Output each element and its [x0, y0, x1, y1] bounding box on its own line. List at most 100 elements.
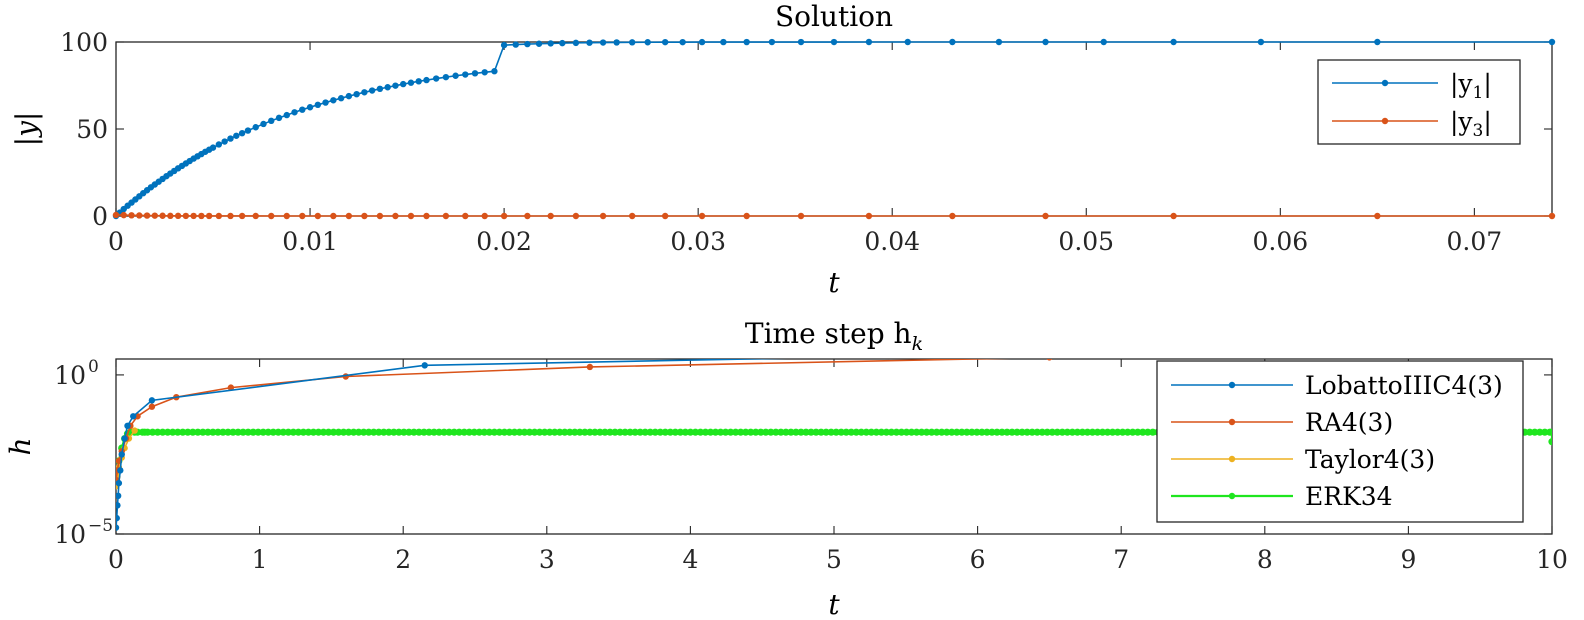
timestep-erk34-dense-point: [1068, 428, 1076, 436]
timestep-erk34-dense-point: [636, 428, 644, 436]
timestep-erk34-dense-point: [862, 428, 870, 436]
timestep-erk34-dense-point: [390, 428, 398, 436]
solution-data-point: [524, 40, 531, 48]
timestep-erk34-dense-point: [807, 428, 815, 436]
solution-data-point: [345, 92, 353, 100]
solution-data-point: [559, 39, 566, 47]
timestep-y-tick-base: 10: [54, 520, 86, 549]
timestep-data-point: [124, 422, 131, 430]
timestep-erk34-dense-point: [958, 428, 966, 436]
solution-data-point: [120, 211, 127, 219]
timestep-erk34-dense-point: [269, 428, 277, 436]
timestep-erk34-dense-point: [1531, 428, 1539, 436]
solution-data-point: [462, 71, 469, 78]
timestep-legend-label: ERK34: [1305, 482, 1393, 511]
timestep-data-point: [1549, 340, 1555, 346]
solution-data-point: [1548, 38, 1556, 46]
solution-data-point: [481, 69, 488, 76]
solution-x-tick-label: 0.04: [864, 227, 920, 256]
timestep-data-point: [118, 451, 125, 458]
timestep-erk34-dense-point: [892, 428, 901, 436]
timestep-erk34-dense-point: [586, 428, 594, 436]
timestep-data-point: [116, 502, 121, 509]
timestep-erk34-dense-point: [877, 428, 885, 436]
timestep-erk34-dense-point: [289, 428, 297, 436]
timestep-erk34-dense-point: [842, 428, 850, 436]
timestep-series-0: [116, 340, 1555, 531]
timestep-legend-marker: [1228, 492, 1236, 500]
timestep-erk34-dense-point: [721, 428, 730, 436]
timestep-erk34-dense-point: [953, 428, 961, 436]
timestep-erk34-dense-point: [988, 428, 996, 436]
timestep-erk34-dense-point: [1018, 428, 1026, 436]
timestep-erk34-dense-point: [928, 428, 936, 436]
timestep-erk34-dense-point: [143, 428, 152, 436]
timestep-erk34-dense-point: [616, 428, 624, 436]
timestep-erk34-dense-point: [370, 428, 378, 436]
timestep-legend-label: RA4(3): [1305, 408, 1393, 437]
solution-data-point: [244, 127, 252, 134]
solution-data-point: [442, 73, 450, 81]
timestep-erk34-dense-point: [1063, 428, 1071, 436]
solution-data-point: [392, 82, 399, 89]
timestep-erk34-dense-point: [530, 428, 539, 436]
solution-data-point: [252, 212, 259, 220]
solution-data-point: [423, 212, 430, 220]
timestep-legend-marker: [1228, 418, 1236, 426]
timestep-erk34-dense-point: [978, 428, 986, 436]
timestep-erk34-dense-point: [752, 428, 760, 436]
solution-x-tick-label: 0.03: [670, 227, 726, 256]
timestep-erk34-dense-point: [983, 428, 991, 436]
solution-data-point: [268, 117, 275, 125]
timestep-erk34-dense-point: [963, 428, 971, 436]
timestep-erk34-dense-point: [852, 428, 860, 436]
timestep-erk34-dense-point: [360, 428, 368, 436]
timestep-data-point: [586, 363, 594, 371]
timestep-erk34-dense-point: [696, 428, 705, 436]
solution-legend-label-sub: 3: [1473, 121, 1484, 141]
timestep-erk34-dense-point: [405, 428, 413, 436]
timestep-erk34-dense-point: [520, 428, 529, 436]
solution-x-tick-label: 0.06: [1252, 227, 1308, 256]
solution-data-point: [407, 212, 415, 220]
timestep-erk34-dense-point: [1023, 428, 1031, 436]
timestep-erk34-dense-point: [450, 428, 458, 436]
timestep-erk34-dense-point: [329, 428, 338, 436]
timestep-erk34-dense-point: [621, 428, 629, 436]
timestep-data-point: [148, 397, 156, 404]
solution-data-point: [283, 111, 290, 119]
timestep-erk34-dense-point: [209, 428, 217, 436]
timestep-erk34-dense-point: [1103, 428, 1112, 436]
timestep-erk34-dense-point: [204, 428, 212, 436]
timestep-x-tick-label: 7: [1113, 545, 1129, 574]
timestep-erk34-dense-point: [897, 428, 906, 436]
timestep-erk34-dense-point: [646, 428, 654, 436]
timestep-data-point: [116, 479, 123, 487]
solution-data-point: [524, 212, 531, 220]
timestep-erk34-dense-point: [872, 428, 880, 436]
timestep-erk34-dense-point: [505, 428, 514, 436]
solution-legend-label: |y1|: [1450, 69, 1492, 103]
solution-data-point: [1042, 38, 1049, 46]
timestep-x-tick-label: 6: [970, 545, 986, 574]
timestep-erk34-dense-point: [1144, 428, 1152, 436]
solution-data-point: [376, 85, 384, 93]
solution-data-point: [260, 120, 267, 128]
timestep-y-tick-label: 10: [54, 361, 86, 390]
timestep-y-tick-exp: −5: [88, 516, 113, 536]
timestep-erk34-dense-point: [1043, 428, 1051, 436]
timestep-erk34-dense-point: [1093, 428, 1102, 436]
timestep-x-tick-label: 10: [1536, 545, 1568, 574]
timestep-erk34-dense-point: [385, 428, 393, 436]
timestep-erk34-dense-point: [1134, 428, 1142, 436]
timestep-data-point: [116, 492, 122, 500]
solution-data-point: [698, 38, 706, 46]
timestep-data-point: [1548, 438, 1552, 446]
solution-data-point: [182, 212, 190, 220]
timestep-erk34-dense-point: [777, 428, 785, 436]
timestep-erk34-dense-point: [309, 428, 318, 436]
timestep-erk34-dense-point: [460, 428, 468, 436]
solution-data-point: [384, 84, 391, 91]
